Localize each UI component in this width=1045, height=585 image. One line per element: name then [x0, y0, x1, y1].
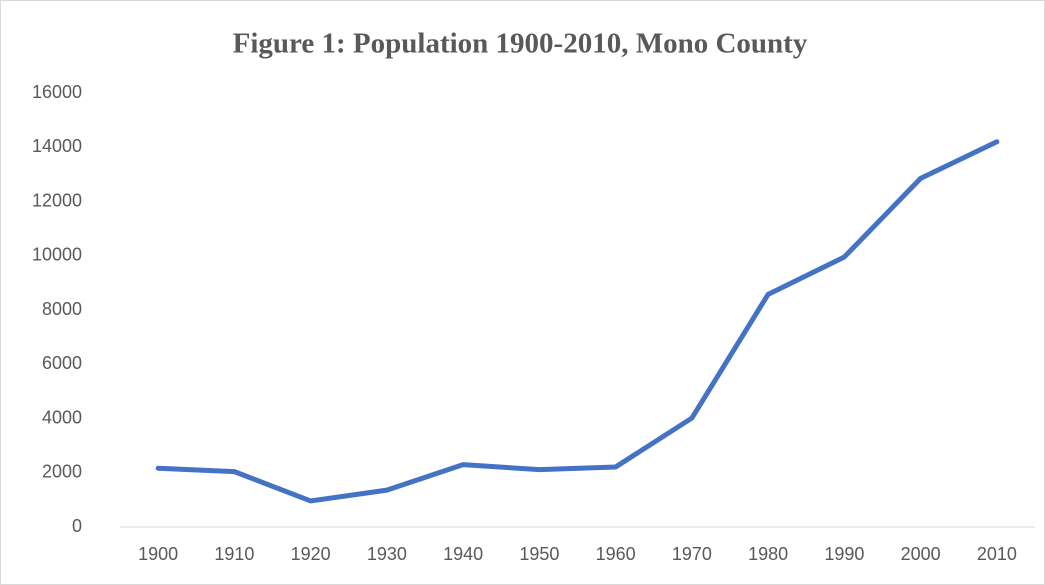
y-tick-label: 0 [72, 516, 82, 536]
y-tick-label: 14000 [32, 136, 82, 156]
y-tick-label: 10000 [32, 245, 82, 265]
y-tick-label: 16000 [32, 82, 82, 102]
x-tick-label: 1940 [443, 544, 483, 564]
data-line [155, 139, 1000, 504]
x-tick-label: 1920 [291, 544, 331, 564]
y-tick-label: 12000 [32, 190, 82, 210]
x-tick-label: 1900 [138, 544, 178, 564]
y-tick-label: 2000 [42, 462, 82, 482]
x-tick-label: 1950 [519, 544, 559, 564]
x-tick-label: 2000 [901, 544, 941, 564]
x-tick-label: 1980 [748, 544, 788, 564]
y-tick-label: 8000 [42, 299, 82, 319]
y-tick-label: 4000 [42, 407, 82, 427]
x-tick-label: 2010 [977, 544, 1017, 564]
y-tick-label: 6000 [42, 353, 82, 373]
x-tick-label: 1910 [214, 544, 254, 564]
x-tick-label: 1930 [367, 544, 407, 564]
chart-title: Figure 1: Population 1900-2010, Mono Cou… [233, 28, 808, 60]
x-tick-label: 1990 [824, 544, 864, 564]
x-tick-label: 1960 [596, 544, 636, 564]
x-tick-label: 1970 [672, 544, 712, 564]
